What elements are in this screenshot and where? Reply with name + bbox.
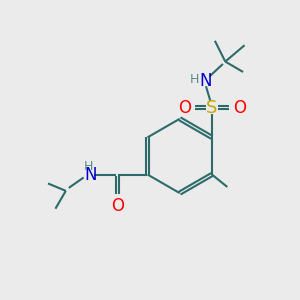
Text: H: H bbox=[190, 73, 199, 86]
Text: O: O bbox=[178, 99, 191, 117]
Text: N: N bbox=[85, 166, 97, 184]
Text: S: S bbox=[206, 99, 218, 117]
Text: N: N bbox=[199, 72, 212, 90]
Text: H: H bbox=[83, 160, 93, 173]
Text: O: O bbox=[233, 99, 246, 117]
Text: O: O bbox=[111, 197, 124, 215]
